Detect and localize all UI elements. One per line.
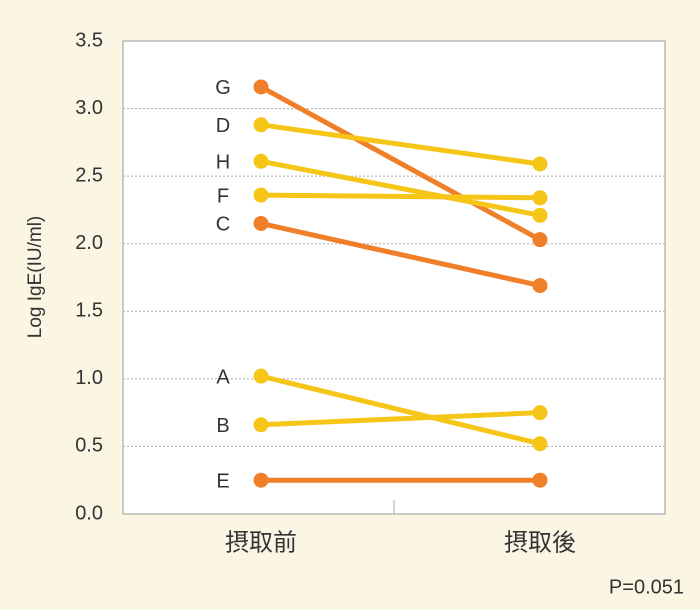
series-label: G [215, 77, 231, 99]
series-line [260, 410, 541, 428]
point [532, 472, 548, 488]
plot-area [122, 40, 666, 515]
point [532, 207, 548, 223]
series-label: B [216, 415, 229, 437]
x-tick-label: 摂取前 [225, 529, 297, 556]
series-label: E [216, 470, 229, 492]
point [253, 472, 269, 488]
point [532, 436, 548, 452]
series-line [260, 192, 541, 201]
series-line [260, 221, 541, 289]
y-tick-label: 2.5 [75, 164, 103, 186]
y-tick-label: 3.5 [75, 29, 103, 51]
point [532, 405, 548, 421]
y-tick-label: 0.5 [75, 435, 103, 457]
point [253, 417, 269, 433]
series-line [260, 373, 541, 447]
point [532, 232, 548, 248]
y-tick-label: 0.0 [75, 502, 103, 524]
series-label: H [216, 152, 230, 174]
series-label: C [216, 214, 230, 236]
y-axis-label: Log IgE(IU/ml) [25, 216, 46, 338]
y-tick-label: 3.0 [75, 97, 103, 119]
series-label: A [216, 366, 230, 388]
point [253, 368, 269, 384]
x-tick-label: 摂取後 [504, 529, 576, 556]
point [532, 156, 548, 172]
series-line [259, 84, 542, 242]
point [253, 79, 269, 95]
series-line [260, 158, 541, 218]
point [253, 187, 269, 203]
point [253, 153, 269, 169]
series-label: D [216, 115, 230, 137]
note: P=0.051 [609, 576, 684, 598]
y-tick-label: 2.0 [75, 232, 103, 254]
point [532, 278, 548, 294]
point [253, 215, 269, 231]
point [253, 117, 269, 133]
y-tick-label: 1.5 [75, 300, 103, 322]
series-label: F [217, 185, 229, 207]
series-line [260, 122, 541, 167]
y-tick-label: 1.0 [75, 367, 103, 389]
point [532, 190, 548, 206]
